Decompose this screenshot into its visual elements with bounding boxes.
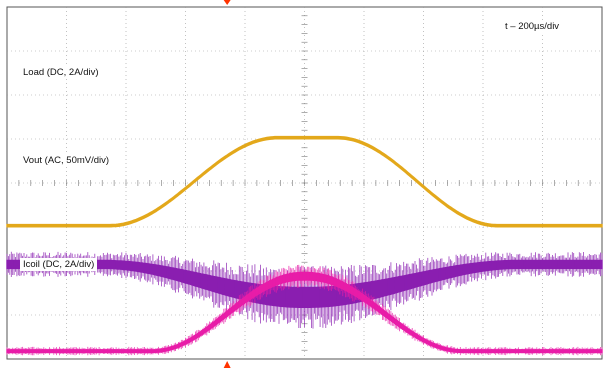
trigger-marker-top [223, 0, 231, 5]
trigger-markers [223, 0, 231, 368]
load-trace-label: Load (DC, 2A/div) [20, 66, 102, 79]
trigger-marker-bottom [223, 361, 231, 368]
icoil-trace-label: Icoil (DC, 2A/div) [20, 258, 98, 271]
traces [6, 135, 603, 356]
timebase-label: t – 200µs/div [502, 20, 563, 33]
vout-trace-label: Vout (AC, 50mV/div) [20, 154, 113, 167]
trace-band-0 [6, 135, 603, 228]
trace-noise-2 [6, 264, 603, 356]
